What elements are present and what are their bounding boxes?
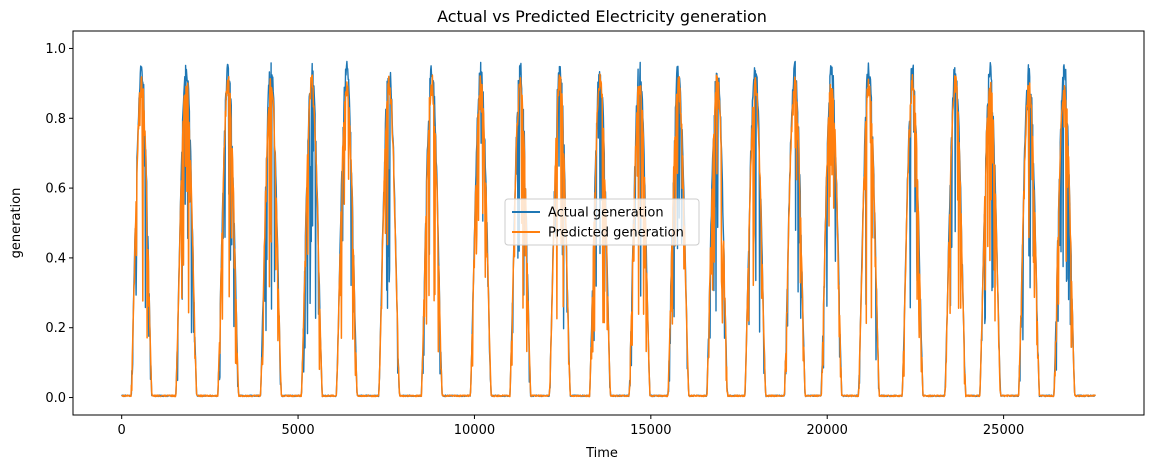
legend-label: Predicted generation bbox=[548, 226, 684, 241]
x-tick-label: 10000 bbox=[454, 423, 495, 438]
y-tick-label: 0.4 bbox=[45, 251, 66, 266]
series-line-predicted bbox=[121, 73, 1096, 398]
y-tick-label: 0.6 bbox=[45, 182, 66, 197]
x-tick-label: 25000 bbox=[983, 423, 1024, 438]
series-layer bbox=[121, 60, 1096, 398]
y-axis-label: generation bbox=[9, 188, 24, 259]
y-axis: 0.0 0.2 0.4 0.6 0.8 1.0 bbox=[45, 42, 73, 406]
legend-label: Actual generation bbox=[548, 206, 664, 221]
x-tick-label: 5000 bbox=[282, 423, 315, 438]
legend-box bbox=[504, 198, 700, 246]
x-axis: 0 5000 10000 15000 20000 25000 bbox=[118, 415, 1024, 438]
y-tick-label: 0.8 bbox=[45, 112, 66, 127]
x-tick-label: 20000 bbox=[807, 423, 848, 438]
x-tick-label: 15000 bbox=[630, 423, 671, 438]
plot-area-frame bbox=[72, 30, 1145, 416]
y-tick-label: 0.2 bbox=[45, 321, 66, 336]
chart-title: Actual vs Predicted Electricity generati… bbox=[437, 7, 767, 26]
x-tick-label: 0 bbox=[118, 423, 126, 438]
y-tick-label: 0.0 bbox=[45, 391, 66, 406]
x-axis-label: Time bbox=[585, 446, 618, 461]
y-tick-label: 1.0 bbox=[45, 42, 66, 57]
legend: Actual generation Predicted generation bbox=[504, 198, 700, 246]
